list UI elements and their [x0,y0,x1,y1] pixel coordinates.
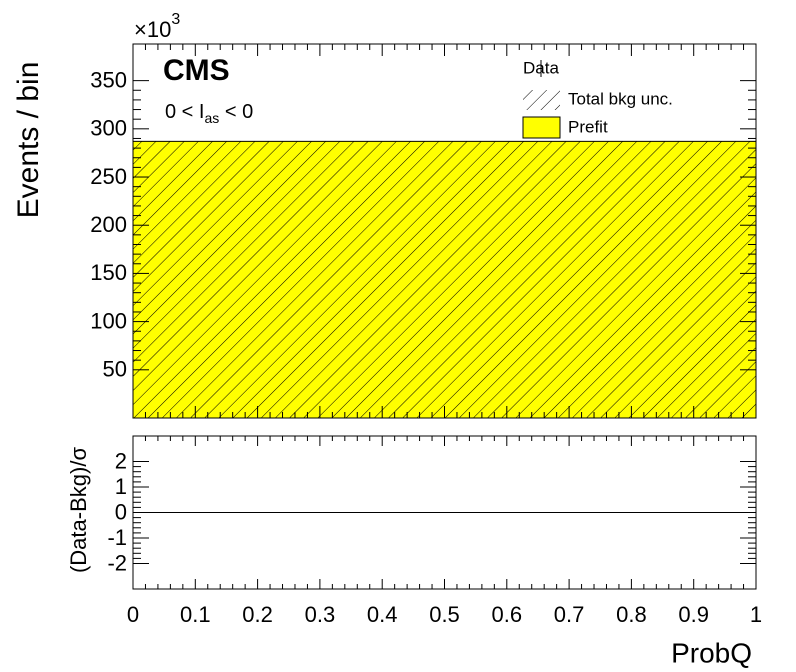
x-tick-label: 0.3 [305,602,336,627]
x-tick-label: 0.6 [492,602,523,627]
x-tick-label: 0.5 [429,602,460,627]
x-axis-label: ProbQ [671,637,752,668]
y-axis-label: (Data-Bkg)/σ [66,447,91,573]
x-tick-label: 1 [750,602,762,627]
y-tick-label: 350 [90,67,127,92]
y-tick-label: 1 [115,474,127,499]
y-tick-label: 100 [90,308,127,333]
x-tick-label: 0.4 [367,602,398,627]
annotation-subscript: as [204,110,219,126]
multiplier-base: ×10 [134,17,171,42]
x-tick-label: 0.9 [678,602,709,627]
uncertainty-band [133,141,756,419]
y-tick-label: 0 [115,499,127,524]
multiplier-exponent: 3 [171,11,180,28]
y-tick-label: 250 [90,164,127,189]
annotation-part: < 0 [219,101,253,123]
axis-multiplier: ×103 [134,11,180,42]
y-tick-label: -2 [107,550,127,575]
y-tick-label: -1 [107,525,127,550]
legend-label: Data [523,58,559,77]
annotation-part: 0 < I [165,101,204,123]
x-tick-label: 0 [127,602,139,627]
x-tick-label: 0.1 [180,602,211,627]
y-tick-label: 300 [90,116,127,141]
y-tick-label: 2 [115,448,127,473]
experiment-label: CMS [163,54,230,87]
legend-label: Total bkg unc. [568,89,673,108]
y-axis-label: Events / bin [12,62,45,219]
legend-hatch [523,90,560,110]
y-tick-label: 50 [103,357,127,382]
x-tick-label: 0.8 [616,602,647,627]
x-tick-label: 0.7 [554,602,585,627]
y-tick-label: 200 [90,212,127,237]
x-tick-label: 0.2 [242,602,273,627]
legend-fill [522,116,561,139]
legend-label: Prefit [568,117,608,136]
y-tick-label: 150 [90,260,127,285]
annotation: 0 < Ias < 0 [165,101,253,125]
